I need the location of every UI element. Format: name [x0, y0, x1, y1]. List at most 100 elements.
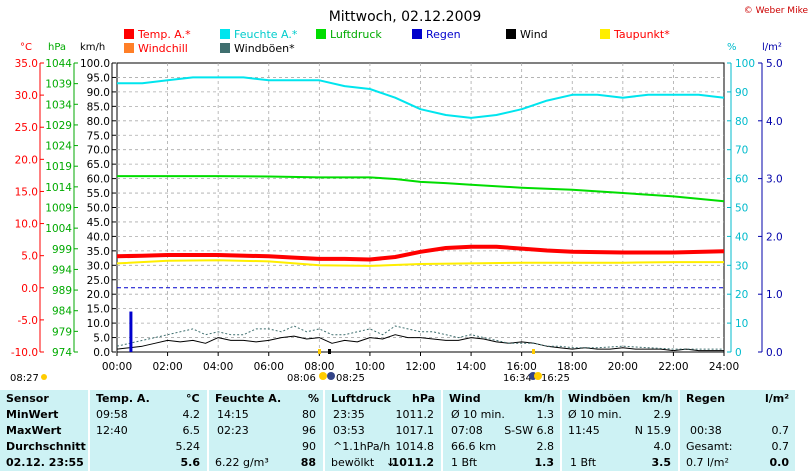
- rain-axis-tick-label: 4.0: [766, 116, 783, 128]
- x-tick-label: 14:00: [456, 361, 486, 373]
- wind-axis-tick-label: 100.0: [80, 58, 110, 70]
- col-humidity: [209, 390, 323, 471]
- copyright: © Weber Mike: [744, 6, 809, 16]
- cell: Ø 10 min.: [568, 408, 622, 421]
- pressure-axis-tick-label: 994: [52, 264, 72, 276]
- hdr-press: Luftdruck: [331, 392, 391, 405]
- pressure-axis-tick-label: 1039: [45, 79, 72, 91]
- row-label: MinWert: [6, 408, 59, 421]
- cell: 00:38: [690, 424, 722, 437]
- x-tick-label: 00:00: [102, 361, 132, 373]
- x-tick-label: 18:00: [557, 361, 587, 373]
- astro-markers: 08:27 08:06 08:25 16:34 16:25: [10, 349, 570, 384]
- sun-icon: [319, 372, 327, 380]
- cell: 5.6: [180, 456, 201, 469]
- cell: 2.8: [536, 440, 555, 453]
- hdr-rain-unit: l/m²: [765, 392, 790, 405]
- cell: 6.22 g/m³: [215, 456, 269, 469]
- legend-swatch: [316, 29, 326, 39]
- humidity-axis-tick-label: 70: [735, 145, 748, 157]
- pressure-axis-tick-label: 1029: [45, 120, 72, 132]
- left-time-label: 08:27: [10, 373, 39, 384]
- sunrise-label: 08:06: [287, 373, 316, 384]
- legend-item: Taupunkt*: [600, 28, 670, 41]
- col-pressure: [325, 390, 441, 471]
- wind-axis-unit: km/h: [80, 42, 105, 53]
- hdr-hum: Feuchte A.: [215, 392, 282, 405]
- x-tick-label: 04:00: [203, 361, 233, 373]
- pressure-axis-tick-label: 1019: [45, 161, 72, 173]
- cell: 0.0: [769, 456, 790, 469]
- cell: 2.9: [653, 408, 672, 421]
- cell: 3.5: [651, 456, 672, 469]
- legend-label: Temp. A.*: [137, 28, 191, 41]
- cell: 96: [302, 424, 316, 437]
- legend-item: Feuchte A.*: [220, 28, 298, 41]
- legend-item: Windchill: [124, 42, 188, 55]
- x-tick-label: 10:00: [355, 361, 385, 373]
- plot-area: [116, 62, 725, 353]
- cell: 1017.1: [395, 424, 435, 437]
- rain-axis-unit: l/m²: [762, 42, 782, 53]
- pressure-axis-tick-label: 1044: [45, 58, 72, 70]
- wind-axis-tick-label: 70.0: [87, 145, 110, 157]
- humidity-axis-tick-label: 10: [735, 318, 748, 330]
- cell: 1.3: [536, 408, 555, 421]
- wind-axis-tick-label: 90.0: [87, 87, 110, 99]
- legend-item: Temp. A.*: [124, 28, 191, 41]
- col-gust: [562, 390, 678, 471]
- chart-title: Mittwoch, 02.12.2009: [329, 9, 482, 25]
- cell: 07:08: [451, 424, 483, 437]
- legend-item: Luftdruck: [316, 28, 382, 41]
- cell: 90: [302, 440, 316, 453]
- row-label: MaxWert: [6, 424, 62, 437]
- cell: 1011.2: [395, 408, 435, 421]
- hdr-temp: Temp. A.: [96, 392, 150, 405]
- humidity-axis-tick-label: 100: [735, 58, 755, 70]
- hdr-wind-unit: km/h: [524, 392, 555, 405]
- row-label: 02.12. 23:55: [6, 456, 84, 469]
- humidity-axis-tick-label: 30: [735, 260, 748, 272]
- x-tick-label: 12:00: [405, 361, 435, 373]
- legend-label: Windchill: [138, 42, 188, 55]
- humidity-axis-tick-label: 0: [735, 347, 742, 359]
- table-row: MaxWert 12:40 6.5 02:23 96 03:53 1017.1 …: [0, 423, 810, 439]
- wind-axis-tick-label: 95.0: [87, 72, 110, 84]
- table-row: MinWert 09:58 4.2 14:15 80 23:35 1011.2 …: [0, 407, 810, 423]
- humidity-axis-tick-label: 50: [735, 203, 748, 215]
- moonset-label: 16:25: [541, 373, 570, 384]
- wind-axis-tick-label: 10.0: [87, 318, 110, 330]
- x-tick-label: 24:00: [709, 361, 739, 373]
- humidity-axis-tick-label: 20: [735, 289, 748, 301]
- cell: 1014.8: [395, 440, 435, 453]
- cell: 0.7 l/m²: [686, 456, 729, 469]
- temp-axis-tick-label: 0.0: [21, 283, 38, 295]
- humidity-axis-tick-label: 60: [735, 174, 748, 186]
- pressure-axis-tick-label: 979: [52, 326, 72, 338]
- temp-axis-tick-label: -5.0: [18, 315, 39, 327]
- row-label: Durchschnitt: [6, 440, 86, 453]
- sun-icon: [534, 372, 542, 380]
- temp-a-series-line: [116, 244, 725, 262]
- legend-label: Regen: [426, 28, 461, 41]
- wind-axis-tick-label: 85.0: [87, 101, 110, 113]
- legend-label: Taupunkt*: [613, 28, 670, 41]
- legend-swatch: [412, 29, 422, 39]
- wind-axis-tick-label: 25.0: [87, 275, 110, 287]
- sunset-marker-icon: [532, 349, 535, 354]
- col-rain: [680, 390, 795, 471]
- legend-swatch: [600, 29, 610, 39]
- cell: ^1.1hPa/h: [333, 440, 391, 453]
- hdr-sensor: Sensor: [6, 392, 49, 405]
- hdr-rain: Regen: [686, 392, 726, 405]
- cell: 14:15: [217, 408, 249, 421]
- temp-axis-tick-label: 20.0: [15, 154, 38, 166]
- legend-label: Wind: [520, 28, 548, 41]
- cell: 80: [302, 408, 316, 421]
- cell: 4.2: [182, 408, 201, 421]
- wind-axis-tick-label: 55.0: [87, 188, 110, 200]
- cell: bewölkt: [331, 456, 375, 469]
- cell: 03:53: [333, 424, 365, 437]
- rain-axis-tick-label: 0.0: [766, 347, 783, 359]
- cell: Ø 10 min.: [451, 408, 505, 421]
